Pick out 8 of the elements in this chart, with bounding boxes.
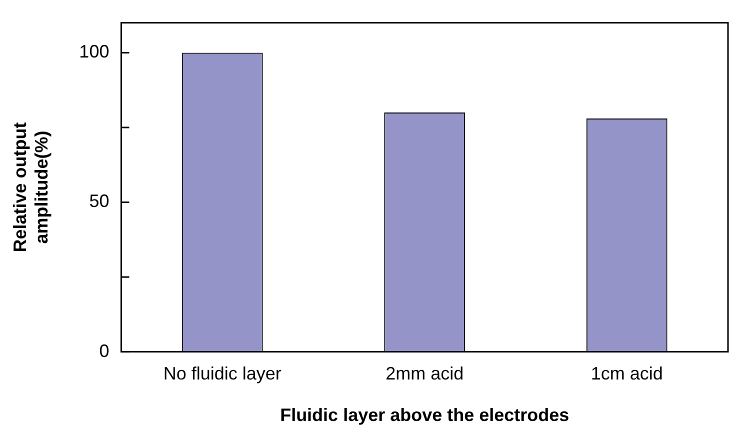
y-tick-label: 0 [99, 340, 110, 361]
x-axis-title: Fluidic layer above the electrodes [280, 405, 570, 426]
x-tick-label: 1cm acid [590, 364, 663, 384]
x-tick-label: No fluidic layer [163, 364, 282, 384]
y-tick-label: 100 [79, 42, 110, 62]
y-axis-title: Relative output amplitude(%) [10, 122, 52, 252]
y-tick-label: 50 [89, 191, 110, 212]
x-tick-label: 2mm acid [386, 364, 464, 384]
